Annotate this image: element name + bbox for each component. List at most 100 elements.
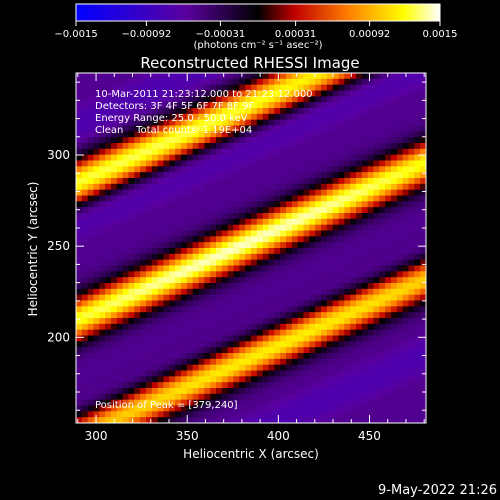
heatmap-cell [105, 335, 112, 342]
heatmap-cell [321, 370, 328, 377]
heatmap-cell [344, 411, 351, 418]
heatmap-cell [326, 411, 334, 418]
heatmap-cell [233, 166, 240, 173]
heatmap-cell [268, 353, 275, 360]
heatmap-cell [291, 358, 299, 366]
heatmap-cell [169, 382, 176, 389]
heatmap-cell [274, 154, 281, 161]
heatmap-cell [286, 417, 293, 424]
heatmap-cell [122, 148, 129, 156]
heatmap-cell [163, 137, 170, 144]
heatmap-cell [128, 329, 135, 336]
heatmap-cell [76, 259, 83, 266]
heatmap-cell [151, 323, 159, 331]
heatmap-cell [385, 90, 392, 97]
heatmap-cell [163, 189, 170, 196]
heatmap-cell [204, 393, 211, 401]
heatmap-cell [210, 335, 217, 342]
heatmap-cell [303, 283, 310, 290]
heatmap-cell [315, 248, 322, 255]
heatmap-cell [303, 160, 310, 167]
heatmap-cell [221, 73, 229, 80]
heatmap-cell [303, 347, 310, 354]
heatmap-cell [356, 358, 363, 366]
heatmap-cell [146, 143, 153, 150]
heatmap-cell [251, 201, 258, 208]
heatmap-cell [163, 364, 170, 371]
heatmap-cell [297, 96, 304, 103]
heatmap-cell [262, 166, 269, 173]
heatmap-cell [280, 218, 287, 226]
heatmap-cell [297, 230, 304, 237]
heatmap-cell [181, 259, 188, 266]
heatmap-cell [315, 417, 322, 424]
heatmap-cell [99, 312, 106, 319]
heatmap-cell [303, 323, 310, 331]
heatmap-cell [163, 242, 170, 249]
heatmap-cell [262, 358, 269, 366]
heatmap-cell [233, 370, 240, 377]
heatmap-cell [146, 154, 153, 161]
heatmap-cell [128, 382, 135, 389]
colorbar-tick-label: −0.0015 [54, 29, 97, 40]
heatmap-cell [326, 242, 334, 249]
heatmap-cell [420, 341, 427, 348]
heatmap-cell [367, 323, 374, 331]
heatmap-cell [420, 143, 427, 150]
heatmap-cell [297, 148, 304, 156]
heatmap-cell [391, 125, 398, 132]
heatmap-cell [268, 417, 275, 424]
heatmap-cell [256, 224, 264, 231]
heatmap-cell [81, 189, 89, 196]
heatmap-cell [122, 172, 129, 179]
heatmap-cell [169, 172, 176, 179]
heatmap-cell [402, 131, 409, 138]
heatmap-cell [367, 312, 374, 319]
heatmap-cell [385, 96, 392, 103]
heatmap-cell [385, 143, 392, 150]
colorbar-tick-label: −0.00092 [122, 29, 172, 40]
heatmap-cell [332, 318, 339, 325]
heatmap-cell [81, 90, 89, 97]
heatmap-cell [414, 213, 421, 220]
heatmap-cell [326, 376, 334, 383]
heatmap-cell [175, 417, 182, 424]
heatmap-cell [181, 201, 188, 208]
heatmap-cell [326, 125, 334, 132]
heatmap-cell [221, 382, 229, 389]
heatmap-cell [204, 96, 211, 103]
heatmap-cell [128, 131, 135, 138]
heatmap-cell [344, 160, 351, 167]
heatmap-cell [221, 370, 229, 377]
heatmap-cell [402, 125, 409, 132]
heatmap-cell [344, 370, 351, 377]
heatmap-cell [286, 108, 293, 115]
heatmap-cell [111, 294, 118, 301]
heatmap-cell [326, 358, 334, 366]
heatmap-cell [233, 242, 240, 249]
heatmap-cell [76, 318, 83, 325]
heatmap-cell [233, 294, 240, 301]
heatmap-cell [216, 160, 223, 167]
heatmap-cell [256, 230, 264, 237]
heatmap-cell [151, 113, 159, 121]
heatmap-cell [198, 341, 205, 348]
heatmap-cell [256, 213, 264, 220]
heatmap-cell [251, 306, 258, 313]
heatmap-cell [373, 382, 380, 389]
heatmap-cell [321, 335, 328, 342]
heatmap-cell [350, 78, 357, 86]
heatmap-cell [291, 329, 299, 336]
heatmap-cell [315, 253, 322, 261]
heatmap-cell [140, 265, 147, 272]
heatmap-cell [268, 218, 275, 226]
heatmap-cell [233, 137, 240, 144]
heatmap-cell [297, 236, 304, 243]
heatmap-cell [93, 73, 100, 80]
heatmap-cell [321, 154, 328, 161]
heatmap-cell [140, 312, 147, 319]
heatmap-cell [233, 96, 240, 103]
heatmap-cell [332, 265, 339, 272]
heatmap-cell [134, 143, 141, 150]
heatmap-cell [181, 213, 188, 220]
